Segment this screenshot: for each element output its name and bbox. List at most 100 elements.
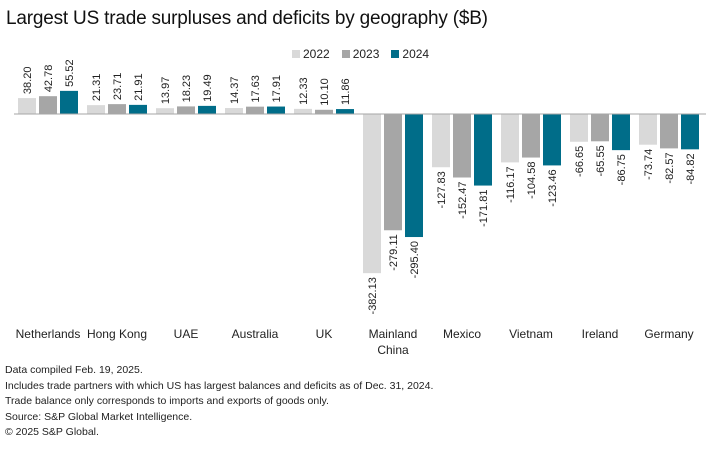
category-label-vietnam: Vietnam [509, 327, 553, 341]
value-label-uae-2022: 13.97 [160, 77, 172, 105]
category-label-hong-kong: Hong Kong [87, 327, 147, 341]
bar-chart: 38.20 42.78 55.52 21.31 23.71 21.91 13.97 18.23… [14, 59, 706, 357]
bar-uk-2022 [294, 108, 312, 114]
bar-mexico-2023 [453, 114, 471, 178]
value-label-uk-2023: 10.10 [319, 78, 331, 106]
bar-netherlands-2023 [39, 96, 57, 114]
value-label-vietnam-2022: -116.17 [505, 166, 517, 203]
category-label-line: Hong Kong [87, 327, 147, 341]
value-label-germany-2022: -73.74 [643, 149, 655, 180]
value-label-hong-kong-2023: 23.71 [112, 73, 124, 101]
bar-uk-2024 [336, 109, 354, 114]
category-label-line: Ireland [582, 327, 619, 341]
chart-notes: Data compiled Feb. 19, 2025. Includes tr… [5, 363, 433, 441]
bar-mainland-china-2023 [384, 114, 402, 231]
value-label-vietnam-2023: -104.58 [526, 162, 538, 199]
bar-vietnam-2022 [501, 114, 519, 163]
category-label-germany: Germany [644, 327, 693, 341]
category-label-line: UK [316, 327, 333, 341]
value-label-germany-2024: -84.82 [685, 153, 697, 184]
bar-ireland-2024 [612, 114, 630, 151]
bar-uae-2022 [156, 108, 174, 114]
bar-australia-2022 [225, 108, 243, 114]
category-label-line: Australia [232, 327, 279, 341]
category-label-line: Vietnam [509, 327, 553, 341]
legend-label-2022: 2022 [303, 47, 330, 61]
value-label-mainland-china-2024: -295.40 [409, 241, 421, 278]
value-label-hong-kong-2024: 21.91 [133, 73, 145, 101]
value-label-mainland-china-2023: -279.11 [388, 234, 400, 271]
legend-swatch-2023 [341, 50, 350, 58]
bar-vietnam-2024 [543, 114, 561, 166]
value-label-ireland-2023: -65.55 [595, 145, 607, 176]
legend-item-2024: 2024 [391, 47, 429, 61]
value-labels-layer: 38.20 42.78 55.52 21.31 23.71 21.91 13.97 18.23… [22, 59, 697, 314]
category-label-line: UAE [174, 327, 199, 341]
value-label-mexico-2022: -127.83 [436, 171, 448, 208]
value-label-uae-2024: 19.49 [202, 74, 214, 102]
bar-australia-2024 [267, 106, 285, 114]
value-label-australia-2023: 17.63 [250, 75, 262, 103]
category-label-line: Germany [644, 327, 693, 341]
bar-mainland-china-2024 [405, 114, 423, 238]
value-label-uae-2023: 18.23 [181, 75, 193, 103]
bar-hong-kong-2022 [87, 105, 105, 114]
legend-swatch-2022 [292, 50, 300, 58]
bars-layer [18, 90, 699, 274]
chart-legend: 2022 2023 2024 [292, 47, 429, 61]
bar-mexico-2024 [474, 114, 492, 186]
bar-mexico-2022 [432, 114, 450, 168]
bar-germany-2022 [639, 114, 657, 145]
value-label-uk-2024: 11.86 [340, 78, 352, 105]
legend-item-2023: 2023 [341, 47, 380, 61]
note-goods-only: Trade balance only corresponds to import… [5, 395, 329, 408]
category-label-australia: Australia [232, 327, 279, 341]
value-label-australia-2024: 17.91 [271, 75, 283, 103]
bar-hong-kong-2024 [129, 104, 147, 114]
value-label-netherlands-2023: 42.78 [43, 65, 55, 93]
category-label-mainland-china: Mainland China [369, 327, 418, 357]
category-label-ireland: Ireland [582, 327, 619, 341]
value-label-ireland-2024: -86.75 [616, 154, 628, 185]
bar-uk-2023 [315, 109, 333, 114]
note-source: Source: S&P Global Market Intelligence. [5, 410, 193, 423]
bar-germany-2023 [660, 114, 678, 149]
legend-item-2022: 2022 [292, 47, 330, 61]
bar-netherlands-2022 [18, 98, 36, 114]
value-label-mexico-2023: -152.47 [457, 182, 469, 219]
legend-swatch-2024 [391, 50, 400, 58]
bar-australia-2023 [246, 106, 264, 114]
value-label-germany-2023: -82.57 [664, 152, 676, 183]
bar-vietnam-2023 [522, 114, 540, 158]
bar-uae-2024 [198, 105, 216, 114]
category-label-line: China [377, 343, 409, 357]
value-label-hong-kong-2022: 21.31 [91, 74, 103, 102]
legend-label-2023: 2023 [352, 47, 380, 61]
category-labels-layer: Netherlands Hong Kong UAE Australia UK Mainla… [16, 327, 694, 357]
bar-ireland-2022 [570, 114, 588, 142]
category-label-uae: UAE [174, 327, 199, 341]
value-label-vietnam-2024: -123.46 [547, 169, 559, 206]
note-copyright: © 2025 S&P Global. [5, 426, 99, 439]
chart-title: Largest US trade surpluses and deficits … [6, 8, 488, 29]
legend-label-2024: 2024 [402, 47, 430, 61]
category-label-mexico: Mexico [443, 327, 481, 341]
value-label-mainland-china-2022: -382.13 [367, 277, 379, 314]
bar-mainland-china-2022 [363, 114, 381, 274]
bar-hong-kong-2023 [108, 104, 126, 114]
value-label-australia-2022: 14.37 [229, 76, 241, 104]
value-label-netherlands-2022: 38.20 [22, 67, 34, 95]
value-label-netherlands-2024: 55.52 [64, 59, 76, 87]
bar-ireland-2023 [591, 114, 609, 142]
bar-germany-2024 [681, 114, 699, 150]
category-label-line: Mexico [443, 327, 481, 341]
category-label-uk: UK [316, 327, 333, 341]
category-label-netherlands: Netherlands [16, 327, 81, 341]
value-label-mexico-2024: -171.81 [478, 190, 490, 227]
note-trade-partners: Includes trade partners with which US ha… [5, 379, 434, 392]
note-data-compiled: Data compiled Feb. 19, 2025. [5, 364, 143, 376]
bar-uae-2023 [177, 106, 195, 114]
value-label-ireland-2022: -66.65 [574, 146, 586, 177]
category-label-line: Netherlands [16, 327, 81, 341]
bar-netherlands-2024 [60, 90, 78, 114]
